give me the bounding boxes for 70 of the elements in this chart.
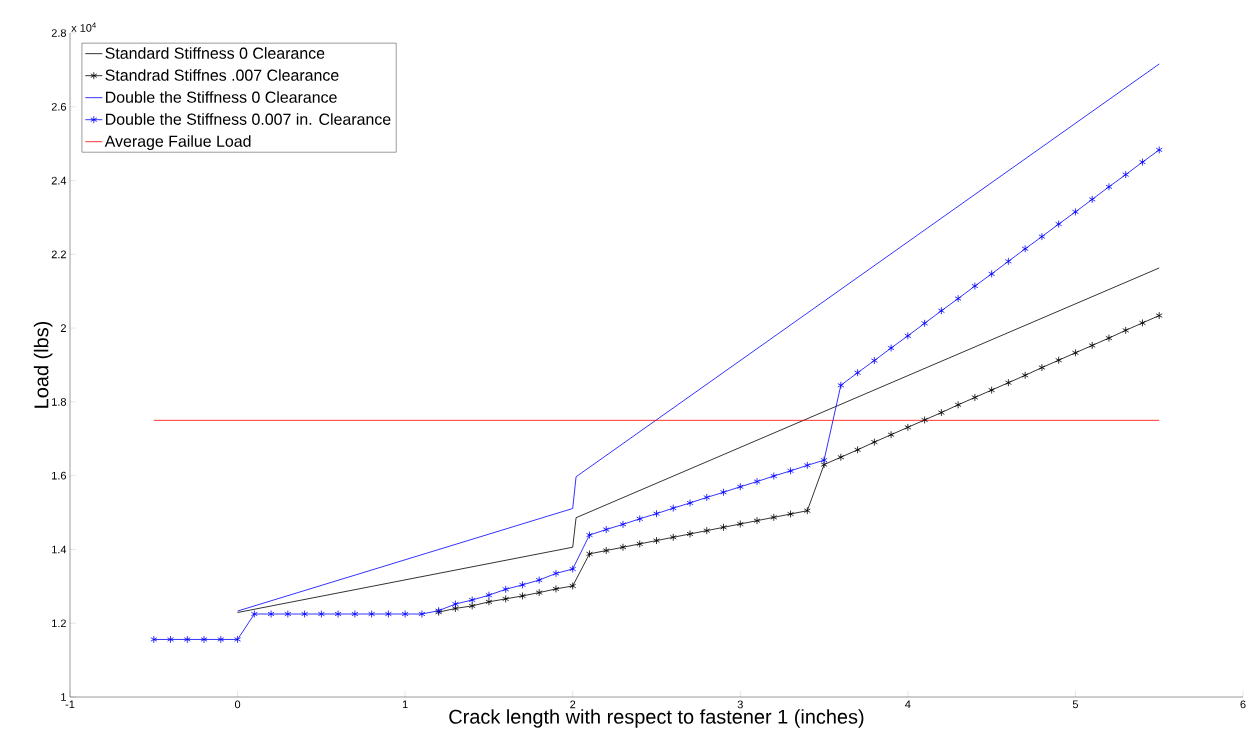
y-tick-label: 1.8	[52, 398, 66, 406]
y-tick-label: 1.6	[52, 471, 66, 480]
point	[870, 438, 878, 446]
point	[619, 543, 627, 552]
point	[569, 582, 577, 590]
point	[1004, 378, 1012, 387]
point	[502, 594, 510, 603]
y-tick-label: 2.6	[51, 102, 66, 111]
point	[451, 604, 459, 613]
point	[1072, 348, 1079, 357]
point	[1139, 319, 1146, 327]
x-tick-label: 2	[570, 700, 576, 709]
legend-label: Double the Stiffness 0 Clearance	[106, 91, 337, 103]
point	[820, 460, 828, 469]
y-tick-label: 1.2	[52, 619, 66, 628]
y-tick-label: 2.8	[51, 29, 66, 37]
point	[736, 520, 744, 528]
x-tick-label: 1	[402, 700, 408, 709]
x-tick-label: 3	[737, 700, 743, 709]
x-tick-label: 6	[1240, 700, 1246, 709]
legend-label: Standard Stiffness 0 Clearance	[105, 47, 325, 59]
y-tick-label: 1.4	[52, 545, 67, 554]
point	[803, 506, 811, 515]
x-axis-title: Crack length with respect to fastener 1 (inches)	[449, 709, 864, 728]
x-tick-label: 5	[1072, 700, 1079, 709]
y-axis-title: Load (lbs)	[33, 321, 53, 408]
point	[1088, 341, 1096, 350]
point	[468, 602, 476, 610]
point	[720, 523, 727, 532]
point	[887, 430, 895, 439]
point	[753, 516, 761, 525]
line-series	[237, 267, 1160, 613]
point	[988, 386, 996, 394]
text: x 10$^{4}$	[71, 22, 96, 32]
point	[1155, 311, 1163, 320]
point	[971, 393, 979, 402]
point	[602, 546, 610, 555]
legend-label: Double the Stiffness 0.007 in. Clearance	[106, 113, 391, 125]
point	[703, 526, 711, 535]
point	[586, 549, 593, 558]
point	[1105, 334, 1113, 342]
point	[954, 400, 962, 409]
y-tick-label: 1	[61, 693, 66, 701]
point	[1055, 356, 1063, 365]
point	[552, 585, 560, 593]
point	[535, 588, 543, 597]
legend-label: Standrad Stiffnes .007 Clearance	[105, 69, 339, 81]
y-tick-label: 2	[60, 324, 66, 332]
x-tick-label: 4	[905, 700, 911, 709]
point	[1038, 363, 1046, 372]
point	[485, 597, 493, 606]
point	[653, 536, 660, 545]
point	[854, 445, 862, 454]
y-tick-label: 2.2	[51, 250, 66, 259]
point	[904, 423, 912, 432]
point	[1122, 326, 1130, 335]
point	[921, 416, 929, 424]
legend-label: Average Failue Load	[104, 135, 251, 151]
point	[1021, 371, 1029, 380]
point	[686, 530, 694, 538]
point	[770, 513, 778, 522]
x-tick-label: 0	[234, 700, 241, 709]
point	[837, 453, 845, 462]
x-tick-label: -1	[65, 700, 75, 709]
point	[669, 533, 677, 542]
point	[519, 592, 526, 600]
point	[937, 408, 945, 417]
point	[636, 540, 644, 548]
point	[787, 510, 794, 518]
y-tick-label: 2.4	[51, 176, 67, 185]
